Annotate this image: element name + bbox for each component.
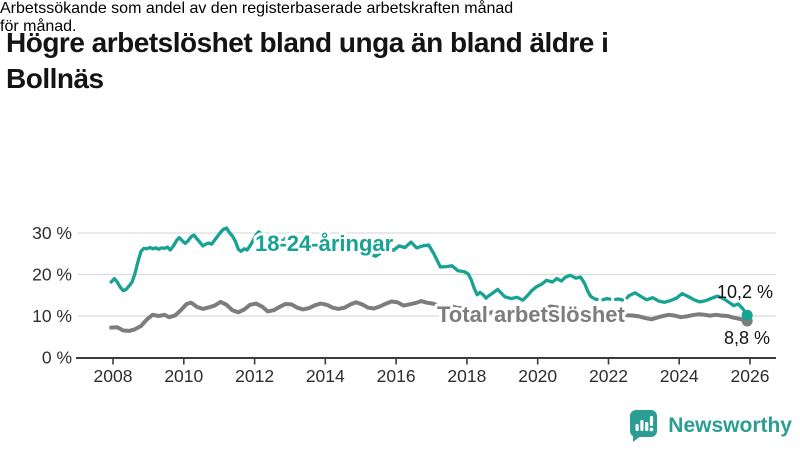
x-tick-label: 2012 [235, 366, 274, 386]
x-tick-label: 2024 [660, 366, 699, 386]
series-end-value-label: 10,2 % [717, 282, 773, 302]
newsworthy-logo[interactable]: Newsworthy [628, 409, 792, 442]
x-tick-label: 2022 [589, 366, 628, 386]
x-tick-label: 2014 [306, 366, 345, 386]
series-line [109, 299, 750, 333]
y-tick-label: 20 % [32, 265, 72, 285]
x-tick-label: 2008 [94, 366, 133, 386]
y-tick-label: 30 % [32, 223, 72, 243]
series-inline-label: 18-24-åringar [255, 231, 394, 256]
series-end-dot [741, 309, 753, 321]
x-tick-label: 2016 [377, 366, 416, 386]
series-line [589, 294, 631, 303]
x-tick-label: 2010 [164, 366, 203, 386]
x-tick-label: 2026 [731, 366, 770, 386]
x-tick-label: 2018 [447, 366, 486, 386]
series-line [109, 226, 593, 302]
series-end-value-label: 8,8 % [724, 328, 770, 348]
newsworthy-brand-text: Newsworthy [668, 413, 792, 437]
page-title: Högre arbetslöshet bland unga än bland ä… [6, 25, 798, 97]
series-line [627, 291, 749, 317]
y-tick-label: 10 % [32, 306, 72, 326]
subtitle-line-2: för månad. [0, 18, 77, 35]
title-line-1: Högre arbetslöshet bland unga än bland ä… [6, 26, 609, 58]
series-inline-label: Total arbetslöshet [437, 302, 626, 327]
title-line-2: Bollnäs [6, 62, 104, 94]
subtitle-line-1: Arbetssökande som andel av den registerb… [0, 0, 514, 17]
y-tick-label: 0 % [42, 348, 72, 368]
x-tick-label: 2020 [518, 366, 557, 386]
newsworthy-icon [630, 410, 658, 442]
